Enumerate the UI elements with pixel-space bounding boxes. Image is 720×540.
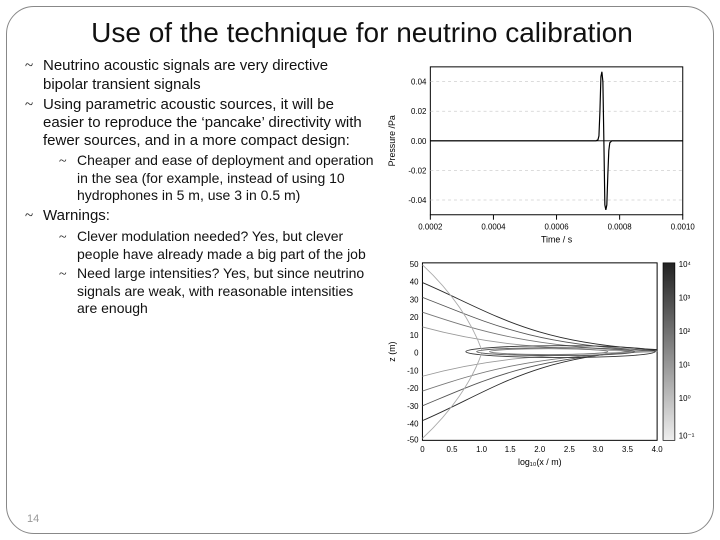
contour-chart: 10⁴ 10³ 10² 10¹ 10⁰ 10⁻¹ (383, 253, 699, 470)
text-column: ~Neutrino acoustic signals are very dire… (25, 57, 375, 469)
slide-title: Use of the technique for neutrino calibr… (25, 17, 699, 49)
svg-text:0.0006: 0.0006 (545, 223, 570, 232)
svg-text:50: 50 (410, 259, 419, 268)
svg-text:2.5: 2.5 (564, 445, 576, 454)
x-axis-label: log₁₀(x / m) (518, 457, 562, 467)
sub-list-1: ~Cheaper and ease of deployment and oper… (43, 152, 375, 204)
bullet-2a: ~Cheaper and ease of deployment and oper… (59, 152, 375, 204)
svg-text:-0.04: -0.04 (409, 196, 428, 205)
y-axis-label: z (m) (387, 341, 397, 361)
svg-text:3.5: 3.5 (623, 445, 635, 454)
bullet-1: ~Neutrino acoustic signals are very dire… (25, 57, 375, 93)
svg-text:30: 30 (410, 295, 419, 304)
svg-text:0: 0 (421, 445, 426, 454)
script-bullet-icon: ~ (59, 267, 77, 284)
svg-text:10³: 10³ (679, 293, 691, 302)
figure-transient: 0.04 0.02 0.00 -0.02 -0.04 0.0002 0.0004… (383, 57, 699, 244)
svg-text:10²: 10² (679, 326, 691, 335)
script-bullet-icon: ~ (59, 154, 77, 171)
svg-text:-10: -10 (408, 366, 420, 375)
svg-text:20: 20 (410, 313, 419, 322)
svg-text:3.0: 3.0 (593, 445, 605, 454)
bullet-2: ~Using parametric acoustic sources, it w… (25, 96, 375, 204)
script-bullet-icon: ~ (25, 58, 43, 76)
sub-list-2: ~Clever modulation needed? Yes, but clev… (43, 228, 375, 317)
x-axis-label: Time / s (541, 235, 573, 245)
script-bullet-icon: ~ (25, 97, 43, 115)
svg-text:0: 0 (415, 348, 420, 357)
svg-text:1.5: 1.5 (505, 445, 517, 454)
svg-text:10⁴: 10⁴ (679, 259, 691, 268)
svg-text:1.0: 1.0 (477, 445, 489, 454)
svg-text:10⁻¹: 10⁻¹ (679, 431, 695, 440)
svg-text:0.0004: 0.0004 (482, 223, 507, 232)
content-row: ~Neutrino acoustic signals are very dire… (25, 57, 699, 469)
svg-text:40: 40 (410, 277, 419, 286)
transient-chart: 0.04 0.02 0.00 -0.02 -0.04 0.0002 0.0004… (383, 57, 699, 244)
y-axis-label: Pressure /Pa (387, 115, 397, 166)
bullet-3a: ~Clever modulation needed? Yes, but clev… (59, 228, 375, 263)
svg-text:0.0010: 0.0010 (671, 223, 696, 232)
bullet-2-text: Using parametric acoustic sources, it wi… (43, 96, 362, 149)
svg-text:10⁰: 10⁰ (679, 393, 691, 402)
svg-text:0.5: 0.5 (447, 445, 459, 454)
script-bullet-icon: ~ (59, 230, 77, 247)
bullet-3a-text: Clever modulation needed? Yes, but cleve… (77, 228, 366, 263)
script-bullet-icon: ~ (25, 208, 43, 226)
svg-text:10: 10 (410, 330, 419, 339)
chart-bg (383, 253, 699, 470)
svg-text:-20: -20 (408, 384, 420, 393)
x-tick-labels: 0 0.5 1.0 1.5 2.0 2.5 3.0 3.5 4.0 (421, 445, 664, 454)
bullet-list: ~Neutrino acoustic signals are very dire… (25, 57, 375, 316)
bullet-2a-text: Cheaper and ease of deployment and opera… (77, 152, 374, 203)
page-number: 14 (27, 513, 39, 525)
figure-column: 0.04 0.02 0.00 -0.02 -0.04 0.0002 0.0004… (383, 57, 699, 469)
svg-text:-30: -30 (408, 401, 420, 410)
bullet-3-text: Warnings: (43, 207, 110, 224)
svg-text:-0.02: -0.02 (409, 167, 427, 176)
svg-text:10¹: 10¹ (679, 360, 691, 369)
figure-contour: 10⁴ 10³ 10² 10¹ 10⁰ 10⁻¹ (383, 253, 699, 470)
svg-text:0.0002: 0.0002 (419, 223, 443, 232)
svg-text:0.02: 0.02 (412, 107, 427, 116)
bullet-3b-text: Need large intensities? Yes, but since n… (77, 265, 364, 316)
bullet-1-text: Neutrino acoustic signals are very direc… (43, 57, 328, 93)
svg-text:0.04: 0.04 (412, 78, 428, 87)
svg-text:0.00: 0.00 (412, 137, 428, 146)
svg-text:-50: -50 (408, 435, 420, 444)
svg-text:4.0: 4.0 (652, 445, 664, 454)
svg-text:0.0008: 0.0008 (608, 223, 633, 232)
slide-frame: Use of the technique for neutrino calibr… (6, 6, 714, 534)
svg-text:2.0: 2.0 (535, 445, 547, 454)
bullet-3b: ~Need large intensities? Yes, but since … (59, 265, 375, 317)
bullet-3: ~Warnings: ~Clever modulation needed? Ye… (25, 207, 375, 316)
svg-text:-40: -40 (408, 419, 420, 428)
